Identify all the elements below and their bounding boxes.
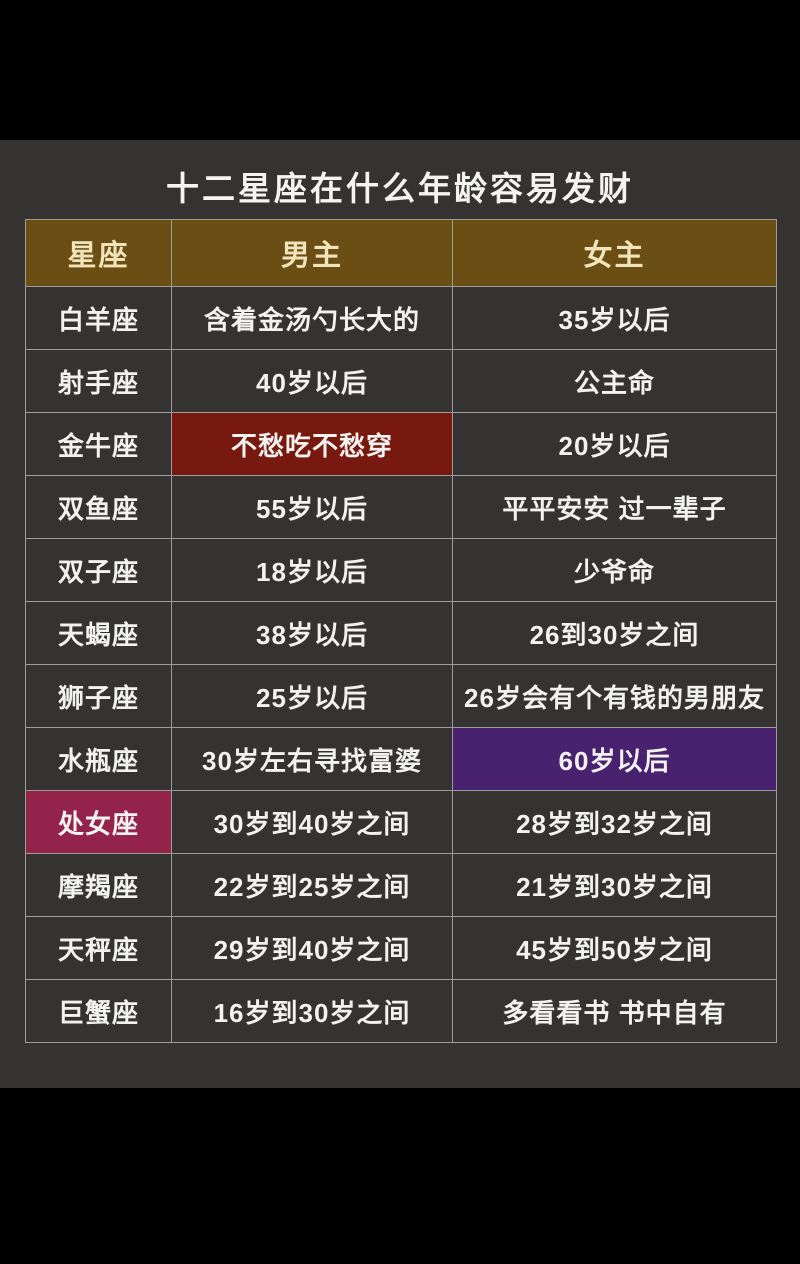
table-row: 处女座 30岁到40岁之间 28岁到32岁之间 <box>25 790 777 854</box>
cell-male: 55岁以后 <box>171 475 453 539</box>
top-black-band <box>0 0 800 140</box>
header-female: 女主 <box>452 219 777 287</box>
cell-male: 38岁以后 <box>171 601 453 665</box>
table-row: 双子座 18岁以后 少爷命 <box>25 538 777 602</box>
table-row: 巨蟹座 16岁到30岁之间 多看看书 书中自有 <box>25 979 777 1043</box>
table-header-row: 星座 男主 女主 <box>25 219 777 287</box>
cell-sign: 天秤座 <box>25 916 172 980</box>
table-row: 水瓶座 30岁左右寻找富婆 60岁以后 <box>25 727 777 791</box>
cell-male: 16岁到30岁之间 <box>171 979 453 1043</box>
cell-sign: 白羊座 <box>25 286 172 350</box>
cell-sign: 处女座 <box>25 790 172 854</box>
cell-female: 21岁到30岁之间 <box>452 853 777 917</box>
bottom-black-band <box>0 1088 800 1264</box>
cell-female: 平平安安 过一辈子 <box>452 475 777 539</box>
table-row: 金牛座 不愁吃不愁穿 20岁以后 <box>25 412 777 476</box>
cell-sign: 天蝎座 <box>25 601 172 665</box>
cell-sign: 水瓶座 <box>25 727 172 791</box>
cell-male: 29岁到40岁之间 <box>171 916 453 980</box>
cell-male: 18岁以后 <box>171 538 453 602</box>
cell-female: 35岁以后 <box>452 286 777 350</box>
table-row: 狮子座 25岁以后 26岁会有个有钱的男朋友 <box>25 664 777 728</box>
table-row: 白羊座 含着金汤勺长大的 35岁以后 <box>25 286 777 350</box>
header-sign: 星座 <box>25 219 172 287</box>
table-row: 天蝎座 38岁以后 26到30岁之间 <box>25 601 777 665</box>
cell-sign: 双鱼座 <box>25 475 172 539</box>
cell-female: 45岁到50岁之间 <box>452 916 777 980</box>
cell-sign: 射手座 <box>25 349 172 413</box>
table-row: 天秤座 29岁到40岁之间 45岁到50岁之间 <box>25 916 777 980</box>
cell-sign: 摩羯座 <box>25 853 172 917</box>
cell-male: 含着金汤勺长大的 <box>171 286 453 350</box>
cell-male: 不愁吃不愁穿 <box>171 412 453 476</box>
content-panel: 十二星座在什么年龄容易发财 星座 男主 女主 白羊座 含着金汤勺长大的 35岁以后射… <box>0 140 800 1088</box>
cell-sign: 双子座 <box>25 538 172 602</box>
cell-male: 22岁到25岁之间 <box>171 853 453 917</box>
cell-female: 多看看书 书中自有 <box>452 979 777 1043</box>
cell-female: 20岁以后 <box>452 412 777 476</box>
cell-male: 30岁到40岁之间 <box>171 790 453 854</box>
page-title: 十二星座在什么年龄容易发财 <box>166 170 634 207</box>
table-row: 射手座 40岁以后 公主命 <box>25 349 777 413</box>
cell-male: 40岁以后 <box>171 349 453 413</box>
cell-sign: 巨蟹座 <box>25 979 172 1043</box>
table-row: 双鱼座 55岁以后 平平安安 过一辈子 <box>25 475 777 539</box>
zodiac-fortune-table: 星座 男主 女主 白羊座 含着金汤勺长大的 35岁以后 射手座 40岁以后 公主命 金牛座不… <box>25 219 777 1043</box>
cell-female: 少爷命 <box>452 538 777 602</box>
table-row: 摩羯座 22岁到25岁之间 21岁到30岁之间 <box>25 853 777 917</box>
cell-female: 28岁到32岁之间 <box>452 790 777 854</box>
cell-male: 30岁左右寻找富婆 <box>171 727 453 791</box>
cell-female: 公主命 <box>452 349 777 413</box>
cell-sign: 金牛座 <box>25 412 172 476</box>
cell-female: 26岁会有个有钱的男朋友 <box>452 664 777 728</box>
cell-sign: 狮子座 <box>25 664 172 728</box>
header-male: 男主 <box>171 219 453 287</box>
cell-female: 26到30岁之间 <box>452 601 777 665</box>
cell-male: 25岁以后 <box>171 664 453 728</box>
cell-female: 60岁以后 <box>452 727 777 791</box>
